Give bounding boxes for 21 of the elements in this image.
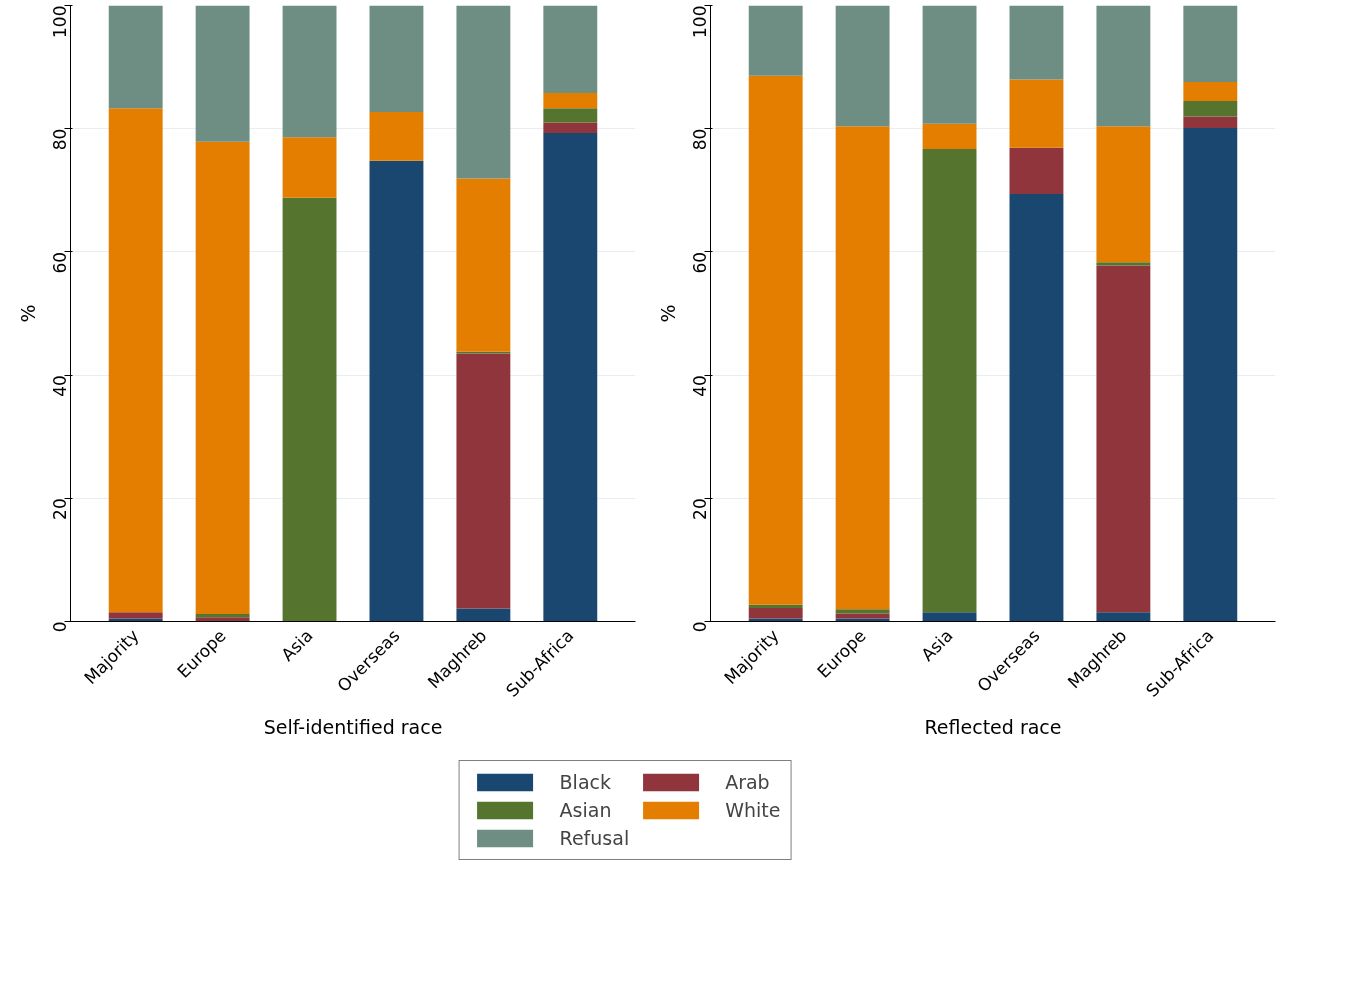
y-axis-title: % [16, 304, 39, 323]
x-axis-title: Self-identified race [263, 715, 443, 738]
y-tick-label: 80 [50, 128, 70, 151]
y-tick-label: 40 [50, 375, 70, 397]
legend-label: Black [559, 771, 611, 793]
x-axis-title: Reflected race [924, 715, 1062, 738]
y-tick-label: 80 [690, 128, 710, 151]
y-tick-label: 0 [50, 621, 70, 633]
legend-label: White [725, 799, 781, 821]
y-tick-label: 100 [690, 5, 710, 38]
y-tick-label: 20 [50, 498, 70, 520]
legend-label: Asian [559, 799, 612, 821]
y-tick-label: 20 [690, 498, 710, 520]
legend-label: Refusal [559, 827, 630, 849]
y-tick-label: 40 [690, 375, 710, 397]
y-tick-label: 100 [50, 5, 70, 38]
y-tick-label: 60 [50, 251, 70, 274]
y-axis-title: % [656, 304, 679, 323]
legend-label: Arab [725, 771, 770, 793]
y-tick-label: 60 [690, 251, 710, 274]
y-tick-label: 0 [690, 621, 710, 633]
